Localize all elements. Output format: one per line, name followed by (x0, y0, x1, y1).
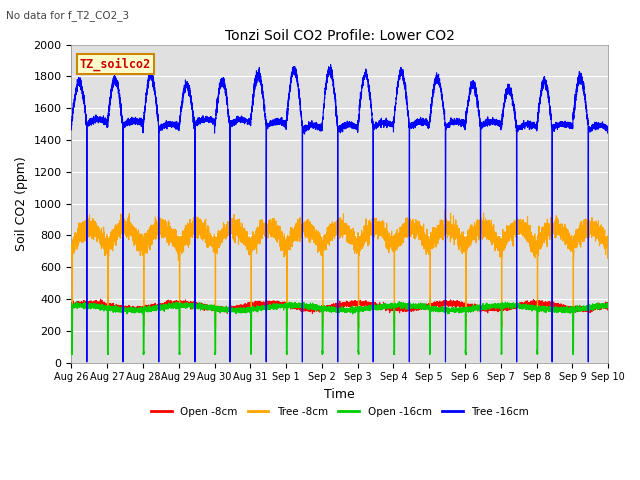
Title: Tonzi Soil CO2 Profile: Lower CO2: Tonzi Soil CO2 Profile: Lower CO2 (225, 29, 454, 43)
X-axis label: Time: Time (324, 388, 355, 401)
Y-axis label: Soil CO2 (ppm): Soil CO2 (ppm) (15, 156, 28, 251)
Text: No data for f_T2_CO2_3: No data for f_T2_CO2_3 (6, 10, 129, 21)
Text: TZ_soilco2: TZ_soilco2 (79, 57, 150, 71)
Legend: Open -8cm, Tree -8cm, Open -16cm, Tree -16cm: Open -8cm, Tree -8cm, Open -16cm, Tree -… (147, 403, 533, 421)
